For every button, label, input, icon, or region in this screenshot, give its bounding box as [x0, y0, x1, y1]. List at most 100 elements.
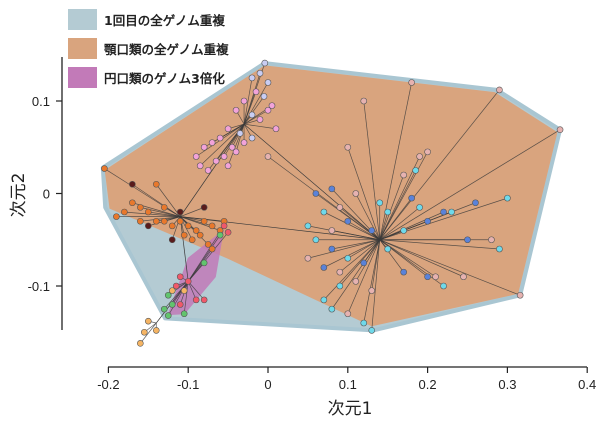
data-point: [516, 291, 524, 299]
x-tick-label: 0: [264, 377, 271, 392]
data-point: [336, 268, 344, 276]
edge-layer: [104, 62, 561, 344]
data-point: [204, 167, 212, 174]
data-point: [261, 59, 269, 67]
hub-edge: [179, 216, 189, 282]
data-point: [180, 287, 188, 294]
data-point: [344, 217, 352, 225]
data-point: [200, 143, 208, 151]
data-point: [424, 273, 431, 281]
data-point: [200, 259, 208, 267]
data-point: [232, 106, 240, 114]
data-point: [224, 229, 232, 236]
data-point: [252, 88, 260, 96]
edge: [307, 239, 380, 259]
data-point: [168, 236, 176, 244]
data-point: [145, 208, 152, 216]
edge: [379, 197, 508, 241]
edge: [155, 184, 181, 217]
x-tick-label: 0.2: [419, 377, 437, 392]
data-point: [204, 241, 212, 248]
edge: [243, 96, 265, 125]
data-point: [172, 282, 180, 290]
edge: [379, 170, 416, 240]
data-point: [336, 204, 344, 211]
data-point: [304, 222, 312, 230]
data-point: [101, 165, 108, 172]
data-point: [328, 227, 336, 234]
data-point: [192, 227, 200, 234]
data-point: [312, 190, 320, 197]
data-point: [320, 296, 328, 304]
data-point: [400, 171, 407, 179]
edge: [323, 239, 380, 301]
edge: [347, 239, 381, 314]
hub-edge: [243, 123, 380, 241]
data-point: [440, 282, 447, 290]
x-tick-label: 0.3: [498, 377, 516, 392]
data-point: [368, 327, 376, 334]
edge: [243, 73, 261, 125]
edge: [323, 211, 380, 241]
data-point: [488, 236, 495, 244]
data-point: [168, 301, 176, 308]
edge: [243, 82, 269, 125]
edge: [379, 151, 428, 240]
data-point: [145, 222, 152, 230]
data-point: [328, 305, 336, 313]
legend-swatch-2: [68, 67, 97, 88]
data-point: [384, 245, 392, 253]
legend-label-1: 顎口類の全ゲノム重複: [104, 42, 229, 57]
data-point: [152, 180, 160, 188]
data-point: [168, 287, 176, 294]
edge: [148, 211, 181, 217]
edge: [379, 197, 412, 240]
data-point: [137, 217, 144, 225]
data-point: [504, 194, 511, 202]
data-point: [272, 125, 280, 133]
data-point: [248, 134, 256, 142]
data-point: [368, 287, 376, 294]
data-point: [196, 162, 204, 170]
data-point: [180, 310, 188, 318]
legend-label-2: 円口類のゲノム3倍化: [104, 71, 225, 86]
data-point: [408, 194, 415, 202]
edge: [371, 239, 381, 291]
edge: [363, 239, 381, 324]
data-point: [264, 106, 272, 114]
edge: [355, 193, 381, 240]
data-point: [448, 208, 455, 216]
data-point: [129, 199, 136, 207]
data-point: [360, 319, 368, 327]
data-point: [216, 231, 224, 239]
edge: [132, 183, 181, 217]
data-point: [256, 116, 264, 123]
data-point: [400, 268, 407, 276]
data-point: [320, 208, 328, 216]
hub-edge: [180, 216, 380, 241]
legend: 1回目の全ゲノム重複 顎口類の全ゲノム重複 円口類のゲノム3倍化: [68, 9, 229, 88]
edge: [323, 239, 380, 268]
data-point: [344, 310, 352, 318]
edge: [180, 207, 205, 217]
data-point: [228, 143, 236, 151]
data-point: [464, 236, 471, 244]
edge: [363, 100, 381, 240]
data-point: [328, 185, 336, 193]
data-point: [268, 102, 276, 109]
edge: [347, 239, 380, 259]
x-tick-label: -0.1: [177, 377, 199, 392]
data-point: [145, 317, 152, 325]
edge: [124, 211, 181, 217]
data-point: [164, 312, 172, 319]
x-axis: -0.2 -0.1 0 0.1 0.2 0.3 0.4 次元1: [97, 366, 596, 419]
data-point: [192, 296, 200, 304]
data-point: [236, 130, 244, 137]
data-point: [180, 231, 188, 239]
y-axis-label: 次元2: [9, 173, 29, 218]
data-point: [129, 180, 136, 188]
edge: [331, 239, 381, 310]
data-point: [160, 217, 168, 225]
edge: [371, 239, 381, 331]
data-point: [248, 74, 256, 82]
